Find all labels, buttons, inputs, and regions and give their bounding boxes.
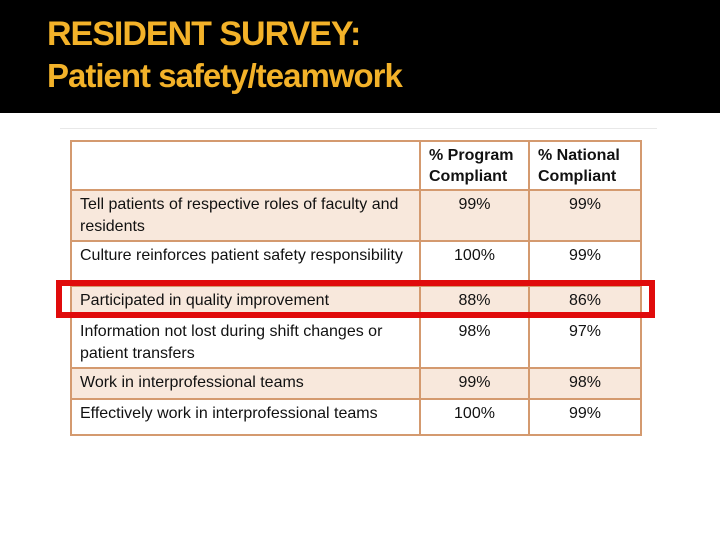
highlight-box bbox=[56, 280, 655, 318]
national-compliant-value: 99% bbox=[528, 398, 642, 436]
metric-column-header bbox=[70, 140, 421, 191]
title-band: RESIDENT SURVEY: Patient safety/teamwork bbox=[0, 0, 720, 113]
slide-title-line1: RESIDENT SURVEY: bbox=[47, 15, 361, 53]
program-compliant-value: 98% bbox=[419, 316, 530, 369]
program-compliant-value: 99% bbox=[419, 367, 530, 400]
table-row: Tell patients of respective roles of fac… bbox=[70, 189, 642, 242]
national-compliant-value: 99% bbox=[528, 240, 642, 287]
national-compliant-value: 98% bbox=[528, 367, 642, 400]
table-row: Culture reinforces patient safety respon… bbox=[70, 240, 642, 287]
national-compliant-value: 99% bbox=[528, 189, 642, 242]
slide-title-line2: Patient safety/teamwork bbox=[47, 57, 403, 94]
program-compliant-value: 100% bbox=[419, 398, 530, 436]
resident-survey-table: % Program Compliant % National Compliant… bbox=[70, 140, 642, 436]
row-label: Work in interprofessional teams bbox=[70, 367, 421, 400]
placeholder-divider bbox=[60, 128, 657, 129]
program-compliant-column-header: % Program Compliant bbox=[419, 140, 530, 191]
table-row: Effectively work in interprofessional te… bbox=[70, 398, 642, 436]
table-row: Information not lost during shift change… bbox=[70, 316, 642, 369]
national-compliant-column-header: % National Compliant bbox=[528, 140, 642, 191]
program-compliant-value: 99% bbox=[419, 189, 530, 242]
row-label: Culture reinforces patient safety respon… bbox=[70, 240, 421, 287]
row-label: Effectively work in interprofessional te… bbox=[70, 398, 421, 436]
table-row: Work in interprofessional teams 99% 98% bbox=[70, 367, 642, 400]
national-compliant-value: 97% bbox=[528, 316, 642, 369]
table-header-row: % Program Compliant % National Compliant bbox=[70, 140, 642, 191]
row-label: Information not lost during shift change… bbox=[70, 316, 421, 369]
row-label: Tell patients of respective roles of fac… bbox=[70, 189, 421, 242]
